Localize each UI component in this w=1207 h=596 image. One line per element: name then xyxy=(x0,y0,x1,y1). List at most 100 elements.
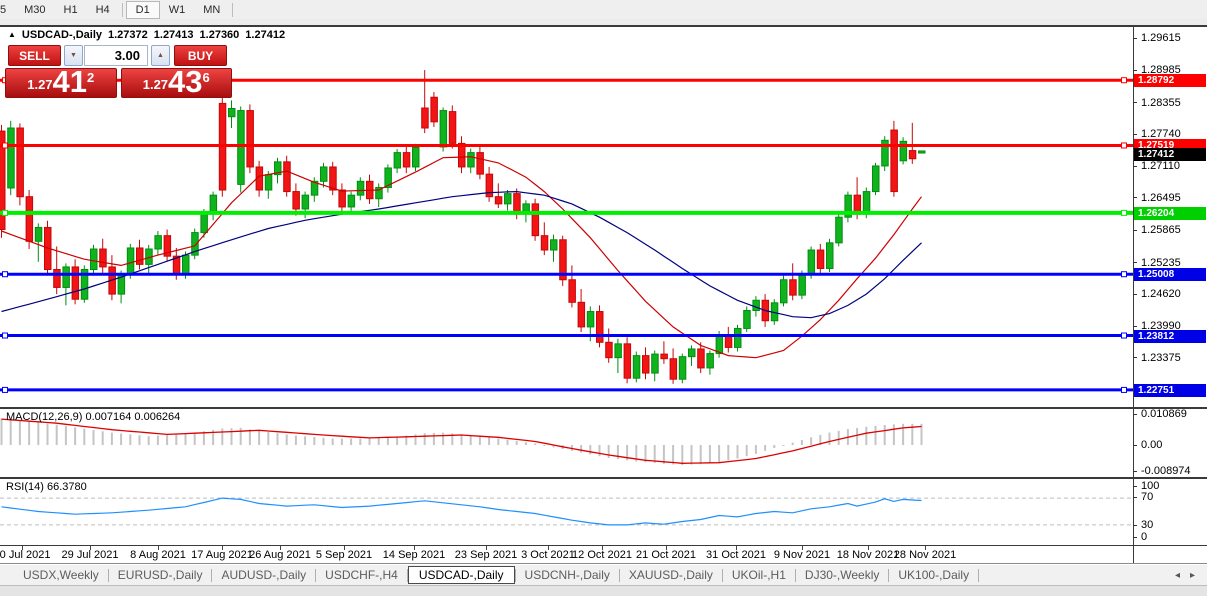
level-line-handle[interactable] xyxy=(1121,386,1127,393)
buy-price-panel[interactable]: 1.27 43 6 xyxy=(120,66,232,98)
sell-button[interactable]: SELL xyxy=(8,45,61,66)
rsi-line xyxy=(1,497,922,526)
level-line-handle[interactable] xyxy=(2,142,8,149)
date-axis-label: 23 Sep 2021 xyxy=(454,549,518,561)
macd-bar xyxy=(442,432,445,445)
timeframe-m30-button[interactable]: M30 xyxy=(24,3,46,16)
timeframe-h1-button[interactable]: H1 xyxy=(63,3,78,16)
macd-bar xyxy=(28,421,31,445)
chart-tab-ukoil-h1[interactable]: UKOil-,H1 xyxy=(731,568,786,582)
main-macd-divider[interactable] xyxy=(0,407,1207,409)
sell-price-panel[interactable]: 1.27 41 2 xyxy=(5,66,117,98)
timeframe-d1-button[interactable]: D1 xyxy=(125,0,160,19)
candle-up xyxy=(34,226,43,242)
macd-bar xyxy=(773,445,776,448)
candle-up xyxy=(688,348,696,358)
price-tick-label-tick-mark xyxy=(1133,134,1137,135)
ohlc-close: 1.27412 xyxy=(245,28,286,41)
macd-bar xyxy=(718,445,721,463)
timeframe-m5-button[interactable]: 5 xyxy=(0,3,7,16)
candle-down xyxy=(16,127,24,198)
date-tick-mark xyxy=(90,546,91,550)
macd-bar xyxy=(64,426,67,445)
chart-tab-xauusd-daily[interactable]: XAUUSD-,Daily xyxy=(628,568,713,582)
price-tick-label: 1.25235 xyxy=(1141,256,1181,269)
macd-bar xyxy=(423,433,426,445)
macd-bar xyxy=(368,438,371,445)
macd-bar xyxy=(267,432,270,445)
macd-bar xyxy=(359,438,362,445)
price-tick-label-tick-mark xyxy=(1133,357,1137,358)
date-tick-mark xyxy=(22,546,23,550)
timeframe-mn-button[interactable]: MN xyxy=(203,3,221,16)
date-axis-label: 18 Nov 2021 xyxy=(836,549,900,561)
buy-button[interactable]: BUY xyxy=(174,45,227,66)
level-line-handle[interactable] xyxy=(2,271,8,278)
chart-tab-eurusd-daily[interactable]: EURUSD-,Daily xyxy=(117,568,203,582)
timeframe-w1-button[interactable]: W1 xyxy=(168,3,186,16)
level-price-tag: 1.23812 xyxy=(1134,329,1206,343)
timeframe-h4-button[interactable]: H4 xyxy=(95,3,110,16)
date-axis-label: 5 Sep 2021 xyxy=(315,549,373,561)
volume-increase-button[interactable]: ▲ xyxy=(151,45,170,66)
chart-tab-usdcad-daily[interactable]: USDCAD-,Daily xyxy=(407,566,515,584)
chart-tab-dj30-weekly[interactable]: DJ30-,Weekly xyxy=(804,568,880,582)
price-tick-label: 1.28355 xyxy=(1141,96,1181,109)
chart-tab-usdx-weekly[interactable]: USDX,Weekly xyxy=(23,568,99,582)
toolbar-separator xyxy=(121,2,123,17)
level-line-handle[interactable] xyxy=(1121,332,1127,339)
date-tick-mark xyxy=(666,546,667,550)
level-line-handle[interactable] xyxy=(1121,209,1127,216)
macd-bar xyxy=(285,434,288,445)
level-line-handle[interactable] xyxy=(1121,271,1127,278)
buy-price-pip: 6 xyxy=(202,70,210,85)
macd-bar xyxy=(589,445,592,455)
timeframe-toolbar: 5 M30 H1 H4 D1 W1 MN xyxy=(0,0,1207,19)
candle-down xyxy=(99,248,107,268)
tab-scroll-left-icon[interactable]: ◂ xyxy=(1174,569,1180,581)
macd-bar xyxy=(800,439,803,445)
macd-bar xyxy=(469,435,472,445)
candle-up xyxy=(881,139,889,167)
candle-up xyxy=(807,249,816,276)
candle-up xyxy=(862,191,871,215)
chart-tab-uk100-daily[interactable]: UK100-,Daily xyxy=(898,568,970,582)
date-axis-border xyxy=(0,563,1207,564)
candle-up xyxy=(632,355,641,379)
macd-bar xyxy=(488,437,491,445)
macd-bar xyxy=(129,434,132,445)
candle-down xyxy=(430,96,438,123)
level-line-handle[interactable] xyxy=(2,386,8,393)
macd-bar xyxy=(432,432,435,445)
price-tick-label: 1.26495 xyxy=(1141,191,1181,204)
macd-bar xyxy=(782,445,785,446)
candle-up xyxy=(347,194,356,208)
level-line-handle[interactable] xyxy=(2,209,8,216)
macd-bar xyxy=(552,445,555,448)
chart-tab-usdchf-h4[interactable]: USDCHF-,H4 xyxy=(325,568,398,582)
macd-rsi-divider[interactable] xyxy=(0,477,1207,479)
date-tick-mark xyxy=(414,546,415,550)
tab-separator xyxy=(618,568,620,582)
macd-bar xyxy=(543,445,546,446)
tab-scroll-right-icon[interactable]: ▸ xyxy=(1189,569,1195,581)
chart-tab-audusd-daily[interactable]: AUDUSD-,Daily xyxy=(221,568,307,582)
volume-decrease-button[interactable]: ▼ xyxy=(64,45,83,66)
chart-tab-usdcnh-daily[interactable]: USDCNH-,Daily xyxy=(524,568,610,582)
price-tick-label-tick-mark xyxy=(1133,262,1137,263)
candle-up xyxy=(651,353,659,374)
macd-bar xyxy=(37,422,40,445)
tab-separator xyxy=(721,568,723,582)
price-tick-label: 1.27110 xyxy=(1141,160,1180,173)
level-line-handle[interactable] xyxy=(1121,142,1127,149)
level-line-handle[interactable] xyxy=(2,332,8,339)
price-axis: 1.29615 1.28985 1.28355 1.27740 1.27110 1.264… xyxy=(1133,19,1207,565)
price-tick-label-tick-mark xyxy=(1133,294,1137,295)
candle-down xyxy=(623,343,632,379)
volume-input[interactable] xyxy=(84,45,148,66)
collapse-chart-icon[interactable]: ▲ xyxy=(8,30,16,39)
macd-bar xyxy=(156,435,159,445)
chart-tab-bar: USDX,Weekly EURUSD-,Daily AUDUSD-,Daily USD… xyxy=(0,565,1207,585)
macd-bar xyxy=(322,437,325,445)
level-line-handle[interactable] xyxy=(1121,77,1127,84)
